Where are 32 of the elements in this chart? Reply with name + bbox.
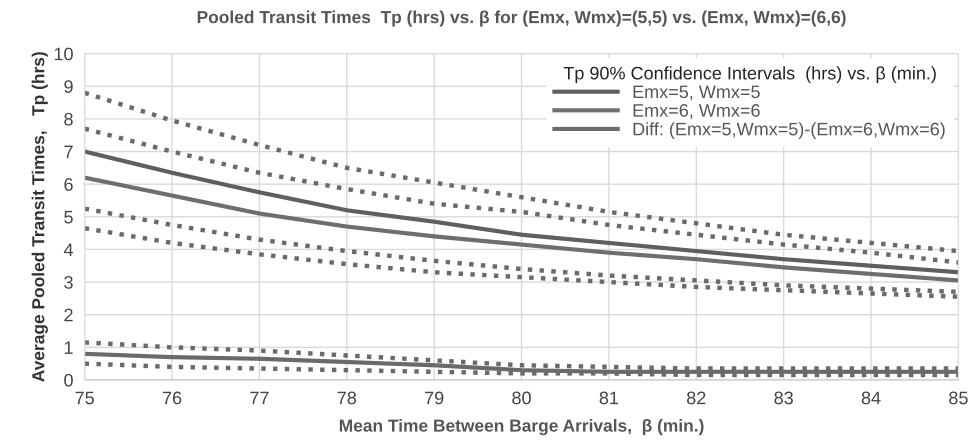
x-tick-label: 84: [862, 392, 881, 404]
y-tick-label: 9: [64, 80, 73, 93]
legend-label: Diff: (Emx=5,Wmx=5)-(Emx=6,Wmx=6): [634, 122, 945, 140]
y-tick-label: 4: [64, 244, 74, 256]
y-tick-label: 0: [64, 374, 73, 387]
y-tick-label: 8: [64, 112, 73, 126]
x-tick-label: 81: [600, 392, 618, 404]
x-tick-label: 78: [338, 392, 356, 404]
x-tick-label: 76: [162, 392, 182, 404]
y-tick-label: 7: [64, 146, 73, 158]
legend-title: Tp 90% Confidence Intervals (hrs) vs. β (min.): [564, 66, 936, 84]
line-series: [84, 176, 958, 283]
x-tick-label: 79: [425, 392, 444, 404]
x-tick-label: 75: [76, 392, 94, 404]
line-series: [84, 149, 958, 274]
y-tick-label: 10: [54, 48, 73, 60]
legend-label: Emx=5, Wmx=5: [634, 86, 760, 100]
line-series: [84, 340, 958, 371]
x-tick-label: 80: [512, 392, 531, 404]
y-tick-label: 1: [64, 341, 73, 354]
y-axis-title: Average Pooled Transit Times, Tp (hrs): [32, 52, 48, 382]
y-tick-label: 3: [64, 276, 73, 289]
legend-label: Emx=6, Wmx=6: [634, 104, 760, 119]
y-tick-label: 5: [64, 210, 73, 224]
x-tick-label: 77: [250, 392, 269, 404]
x-axis-title: Mean Time Between Barge Arrivals, β (min.): [340, 419, 704, 436]
y-tick-label: 6: [64, 178, 73, 191]
chart-title: Pooled Transit Times Tp (hrs) vs. β for (Emx, Wmx)=(5,5) vs. (Emx, Wmx)=(6,6): [198, 10, 846, 27]
x-tick-label: 83: [774, 392, 793, 404]
y-tick-label: 2: [64, 308, 73, 322]
x-tick-label: 85: [949, 392, 968, 404]
x-tick-label: 82: [687, 392, 706, 404]
